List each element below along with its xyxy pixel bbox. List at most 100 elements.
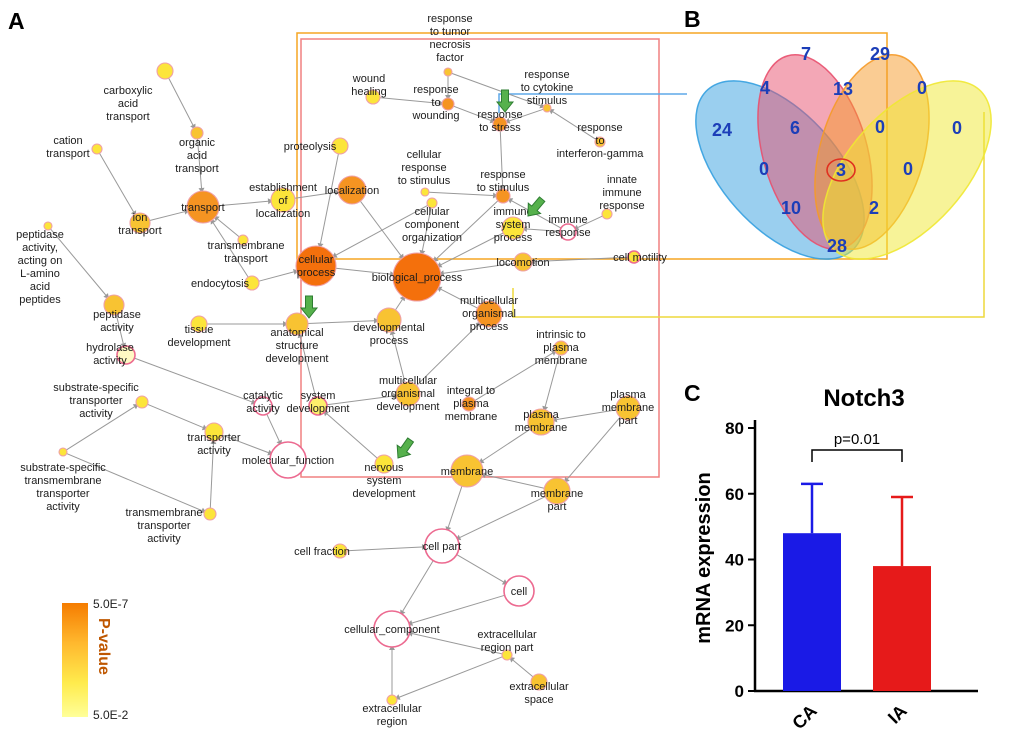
go-label-endocytosis: endocytosis — [191, 278, 250, 290]
edge-arrowhead-icon — [522, 226, 528, 232]
go-label-transmembrane_transport: transmembrane transport — [207, 240, 284, 265]
go-node-nervous_system_development — [374, 454, 394, 474]
go-label-sstm_transporter_activity: substrate-specific transmembrane transport… — [20, 462, 106, 513]
highlight-arrow-icon — [527, 196, 546, 217]
go-node-multicellular_organismal_process — [475, 300, 503, 328]
go-label-membrane: membrane — [441, 466, 494, 478]
go-node-localization — [337, 175, 367, 205]
y-tick-label: 20 — [725, 616, 744, 635]
panel-c-label: C — [684, 380, 701, 406]
pvalue-min-label: 5.0E-7 — [93, 597, 129, 611]
go-node-response_to_tnf — [443, 67, 453, 77]
go-label-wound_healing: wound healing — [351, 73, 386, 98]
venn-count: 13 — [833, 79, 853, 99]
go-node-establishment_of_localization — [270, 187, 296, 213]
go-label-catalytic_activity: catalytic activity — [243, 390, 283, 415]
pvalue-gradient-bar — [62, 603, 88, 717]
go-node-response_to_cytokine_stimulus — [542, 103, 552, 113]
go-node-sstm_transporter_activity — [58, 447, 68, 457]
go-node-cellular_process — [295, 245, 337, 287]
go-node-cellular_component — [373, 610, 411, 648]
highlight-arrow-icon — [396, 437, 415, 459]
go-node-response_to_stimulus — [495, 188, 511, 204]
edge — [222, 434, 269, 454]
venn-set4-yellow — [822, 80, 992, 260]
go-node-wound_healing — [365, 89, 381, 105]
y-tick-label: 0 — [735, 682, 744, 701]
edge — [346, 546, 423, 552]
go-node-transmembrane_transporter_activity — [203, 507, 217, 521]
go-node-substrate_specific_transporter_activity — [135, 395, 149, 409]
go-label-proteolysis: proteolysis — [284, 141, 337, 153]
go-label-immune_system_process: immune system process — [493, 206, 532, 244]
go-node-catalytic_activity — [253, 396, 273, 416]
go-node-extracellular_region_part — [501, 649, 513, 661]
go-label-cellular_response_to_stimulus: cellular response to stimulus — [398, 149, 451, 187]
go-node-cation_transport — [91, 143, 103, 155]
venn-count: 0 — [875, 117, 885, 137]
go-label-transport: transport — [181, 202, 224, 214]
go-label-ion_transport: ion transport — [118, 212, 161, 237]
edge-arrowhead-icon — [334, 189, 341, 196]
edge — [411, 594, 505, 624]
y-tick-label: 40 — [725, 551, 744, 570]
edge — [447, 486, 463, 528]
edge — [258, 271, 294, 282]
go-label-locomotion: locomotion — [496, 257, 549, 269]
go-label-organic_acid_transport: organic acid transport — [175, 137, 218, 175]
edge-arrowhead-icon — [198, 187, 205, 193]
go-label-cellular_component_organization: cellular component organization — [402, 206, 462, 244]
edge — [395, 299, 403, 311]
venn-count: 0 — [952, 118, 962, 138]
go-label-cellular_process: cellular process — [297, 254, 336, 279]
edge — [266, 413, 280, 442]
go-label-anatomical_structure_development: anatomical structure development — [266, 327, 329, 365]
go-node-peptidase_activity — [103, 294, 125, 316]
edge — [456, 554, 504, 583]
panel-a-label: A — [8, 8, 25, 34]
edge — [197, 138, 202, 189]
go-node-membrane_part — [543, 477, 571, 505]
edge — [50, 228, 107, 296]
pvalue-max-label: 5.0E-2 — [93, 708, 129, 722]
edge — [428, 191, 494, 196]
venn-count: 10 — [781, 198, 801, 218]
go-label-response_to_cytokine_stimulus: response to cytokine stimulus — [521, 69, 574, 107]
edge — [300, 337, 317, 398]
go-node-tissue_development — [190, 315, 208, 333]
edge — [379, 97, 440, 104]
go-label-plasma_membrane: plasma membrane — [515, 409, 568, 434]
go-node-ion_transport — [129, 212, 151, 234]
go-node-biological_process — [392, 252, 442, 302]
go-label-response_to_interferon_gamma: response to interferon-gamma — [557, 122, 645, 160]
edge — [459, 496, 546, 538]
chart-title: Notch3 — [823, 385, 904, 412]
y-tick-label: 80 — [725, 419, 744, 438]
go-label-molecular_function: molecular_function — [242, 455, 334, 467]
edge — [335, 267, 391, 275]
go-node-integral_to_plasma_membrane — [461, 396, 477, 412]
go-label-intrinsic_to_plasma_membrane: intrinsic to plasma membrane — [535, 329, 588, 367]
go-label-immune_response: immune response — [545, 214, 590, 239]
go-node-extracellular_region — [386, 694, 398, 706]
go-node-carboxylic_acid_transport — [156, 62, 174, 80]
edge — [392, 334, 406, 383]
go-node-membrane — [450, 454, 484, 488]
go-node-molecular_function — [269, 441, 307, 479]
edge — [556, 409, 617, 420]
go-label-peptidase_acting_l_amino: peptidase activity, acting on L-amino acid pe… — [16, 229, 64, 306]
edge-arrowhead-icon — [373, 317, 379, 324]
venn-count: 3 — [836, 160, 846, 180]
edge-arrowhead-icon — [499, 185, 506, 191]
go-node-transporter_activity — [204, 422, 224, 442]
edge — [509, 108, 544, 122]
edge — [326, 413, 378, 459]
go-label-hydrolase_activity: hydrolase activity — [86, 342, 134, 367]
go-label-extracellular_region: extracellular region — [362, 703, 422, 728]
venn-count: 0 — [917, 78, 927, 98]
edge — [440, 288, 478, 309]
go-node-multicellular_organismal_development — [395, 381, 421, 407]
edge — [482, 428, 531, 461]
go-node-cellular_component_organization — [426, 197, 438, 209]
go-label-developmental_process: developmental process — [353, 322, 425, 347]
